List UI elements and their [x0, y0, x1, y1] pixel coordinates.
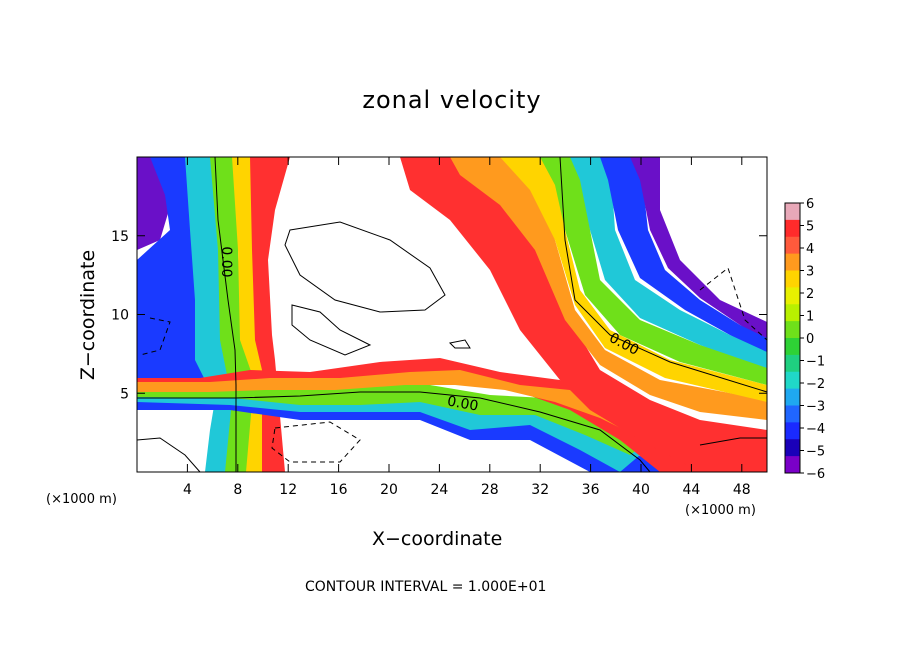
x-tick-label: 20: [380, 482, 398, 498]
contour-small-loop: [291, 304, 372, 356]
x-tick-label: 40: [632, 482, 650, 498]
x-tick-label: 48: [733, 482, 751, 498]
colorbar-swatch: [785, 236, 800, 255]
left-band-red: [250, 157, 290, 472]
colorbar: [785, 203, 800, 474]
chart-title: zonal velocity: [362, 86, 542, 114]
right-band-cyan: [570, 157, 767, 368]
contour-zero-horizontal: [137, 391, 651, 473]
mid-band-red: [137, 358, 700, 472]
x-tick-label: 32: [531, 482, 549, 498]
colorbar-swatch: [785, 287, 800, 305]
x-tick-label: 28: [481, 482, 499, 498]
x-unit-label-left: (×1000 m): [46, 492, 117, 507]
contour-label-mid: 0.00: [446, 393, 479, 414]
colorbar-tick-label: 5: [806, 220, 814, 235]
right-band-green: [540, 157, 767, 385]
colorbar-tick-label: −4: [806, 422, 825, 437]
y-tick-label: 10: [111, 308, 129, 324]
right-band-yellow: [500, 157, 767, 402]
x-tick-label: 44: [682, 482, 700, 498]
colorbar-tick-label: −1: [806, 355, 825, 370]
x-tick-label: 4: [183, 482, 192, 498]
colorbar-swatch: [785, 439, 800, 457]
colorbar-swatch: [785, 253, 800, 271]
contour-bottom-left: [136, 437, 201, 473]
colorbar-tick-label: −5: [806, 445, 825, 460]
mid-band-orange: [137, 370, 660, 440]
colorbar-tick-label: 2: [806, 287, 814, 302]
colorbar-swatch: [785, 304, 800, 322]
x-tick-label: 36: [582, 482, 600, 498]
contour-dashed-left: [139, 317, 171, 356]
contour-zero-left: [214, 156, 237, 472]
contour-label-left: 0.00: [218, 246, 234, 277]
colorbar-swatch: [785, 321, 800, 339]
contour-bottom-right: [699, 437, 767, 446]
colorbar-tick-label: 1: [806, 310, 814, 325]
colorbar-tick-label: 3: [806, 265, 814, 280]
colorbar-tick-label: −2: [806, 377, 825, 392]
colorbar-swatch: [785, 354, 800, 373]
y-axis-ticks: 5 10 15: [111, 229, 767, 402]
x-unit-label-right: (×1000 m): [685, 503, 756, 518]
right-band-blue: [600, 157, 767, 352]
colorbar-swatch: [785, 270, 800, 288]
y-tick-label: 15: [111, 229, 129, 245]
velocity-field: [137, 157, 767, 472]
colorbar-swatch: [785, 203, 800, 221]
colorbar-tick-label: 0: [806, 332, 814, 347]
right-band-orange: [450, 157, 767, 420]
x-tick-label: 16: [330, 482, 348, 498]
x-tick-label: 12: [279, 482, 297, 498]
y-tick-label: 5: [120, 386, 129, 402]
colorbar-ticks: 6 5 4 3 2 1 0 −1 −2 −3 −4 −5 −6: [800, 197, 825, 482]
colorbar-swatch: [785, 405, 800, 423]
contour-upper-loop: [284, 221, 446, 313]
colorbar-swatch: [785, 388, 800, 406]
right-band-violet: [630, 157, 767, 338]
colorbar-swatch: [785, 338, 800, 356]
colorbar-swatch: [785, 371, 800, 390]
mid-band-green: [137, 385, 650, 455]
x-tick-label: 24: [430, 482, 448, 498]
contour-zero-right: [559, 156, 768, 393]
colorbar-swatch: [785, 422, 800, 440]
contour-lines: [136, 156, 768, 473]
right-band-red: [400, 157, 767, 472]
contour-interval-note: CONTOUR INTERVAL = 1.000E+01: [305, 579, 547, 595]
colorbar-tick-label: 4: [806, 242, 814, 257]
x-axis-ticks: 4 8 12 16 20 24 28 32 36 40 44 48: [183, 157, 751, 498]
colorbar-tick-label: −6: [806, 467, 825, 482]
x-tick-label: 8: [233, 482, 242, 498]
contour-tiny-loop: [448, 339, 471, 349]
x-axis-label: X−coordinate: [372, 528, 503, 550]
contour-dashed-bottom: [271, 421, 361, 463]
colorbar-swatch: [785, 456, 800, 474]
colorbar-tick-label: 6: [806, 197, 814, 212]
colorbar-swatch: [785, 219, 800, 238]
colorbar-tick-label: −3: [806, 400, 825, 415]
